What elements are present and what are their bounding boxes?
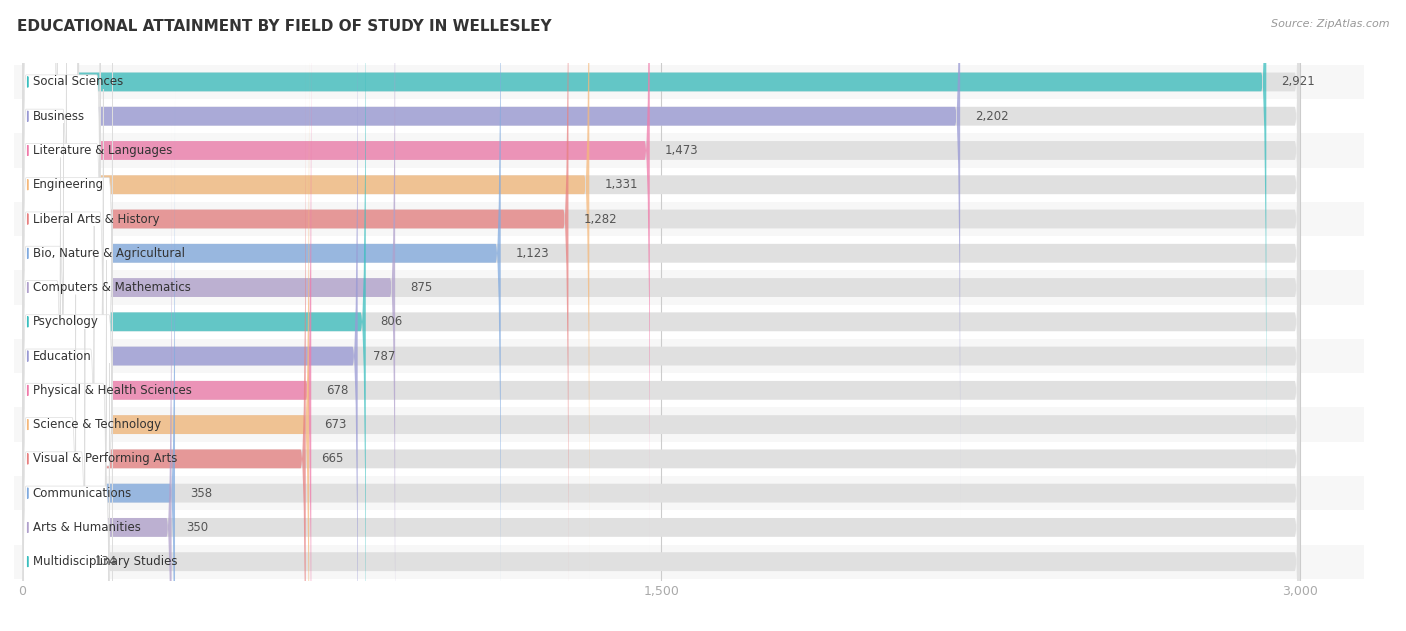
Text: 665: 665 [321,452,343,466]
Text: Psychology: Psychology [32,316,98,328]
Text: 1,331: 1,331 [605,178,638,191]
FancyBboxPatch shape [10,305,1372,339]
FancyBboxPatch shape [22,0,1301,631]
FancyBboxPatch shape [22,0,1301,631]
FancyBboxPatch shape [22,0,79,280]
FancyBboxPatch shape [22,0,311,631]
FancyBboxPatch shape [22,23,309,631]
FancyBboxPatch shape [22,55,112,452]
Text: 2,202: 2,202 [976,110,1008,122]
FancyBboxPatch shape [22,160,1301,631]
FancyBboxPatch shape [22,57,305,631]
Text: Science & Technology: Science & Technology [32,418,160,431]
Text: 134: 134 [94,555,117,568]
FancyBboxPatch shape [22,226,94,623]
Text: Bio, Nature & Agricultural: Bio, Nature & Agricultural [32,247,184,260]
FancyBboxPatch shape [22,89,103,486]
FancyBboxPatch shape [22,0,1267,484]
FancyBboxPatch shape [10,168,1372,202]
FancyBboxPatch shape [22,0,568,621]
FancyBboxPatch shape [10,65,1372,99]
FancyBboxPatch shape [22,91,1301,631]
FancyBboxPatch shape [22,23,1301,631]
FancyBboxPatch shape [10,442,1372,476]
Text: 673: 673 [323,418,346,431]
FancyBboxPatch shape [22,0,1301,518]
Text: Engineering: Engineering [32,178,104,191]
Text: Literature & Languages: Literature & Languages [32,144,172,157]
FancyBboxPatch shape [10,202,1372,236]
FancyBboxPatch shape [10,373,1372,408]
FancyBboxPatch shape [22,0,1301,631]
Text: Computers & Mathematics: Computers & Mathematics [32,281,191,294]
FancyBboxPatch shape [22,295,76,631]
FancyBboxPatch shape [22,126,1301,631]
Text: 1,282: 1,282 [583,213,617,225]
FancyBboxPatch shape [22,0,66,383]
Text: 2,921: 2,921 [1281,76,1315,88]
FancyBboxPatch shape [10,271,1372,305]
FancyBboxPatch shape [22,0,395,631]
FancyBboxPatch shape [22,0,1301,631]
FancyBboxPatch shape [22,0,650,552]
Text: Multidisciplinary Studies: Multidisciplinary Studies [32,555,177,568]
FancyBboxPatch shape [10,476,1372,510]
Text: 1,473: 1,473 [665,144,699,157]
FancyBboxPatch shape [22,261,107,631]
FancyBboxPatch shape [22,57,1301,631]
FancyBboxPatch shape [22,0,589,587]
Text: 358: 358 [190,487,212,500]
Text: Social Sciences: Social Sciences [32,76,124,88]
FancyBboxPatch shape [22,20,100,418]
FancyBboxPatch shape [22,126,172,631]
FancyBboxPatch shape [10,99,1372,133]
Text: Arts & Humanities: Arts & Humanities [32,521,141,534]
Text: Physical & Health Sciences: Physical & Health Sciences [32,384,191,397]
FancyBboxPatch shape [22,0,1301,621]
FancyBboxPatch shape [22,0,100,349]
FancyBboxPatch shape [22,0,357,631]
Text: Source: ZipAtlas.com: Source: ZipAtlas.com [1271,19,1389,29]
FancyBboxPatch shape [22,0,1301,484]
Text: 678: 678 [326,384,349,397]
Text: 787: 787 [373,350,395,363]
FancyBboxPatch shape [22,192,112,589]
FancyBboxPatch shape [22,91,174,631]
FancyBboxPatch shape [22,329,84,631]
FancyBboxPatch shape [22,0,1301,552]
FancyBboxPatch shape [10,236,1372,271]
FancyBboxPatch shape [10,133,1372,168]
Text: 350: 350 [187,521,208,534]
FancyBboxPatch shape [22,158,60,555]
Text: Liberal Arts & History: Liberal Arts & History [32,213,159,225]
FancyBboxPatch shape [22,0,366,631]
FancyBboxPatch shape [10,510,1372,545]
FancyBboxPatch shape [22,0,58,315]
Text: EDUCATIONAL ATTAINMENT BY FIELD OF STUDY IN WELLESLEY: EDUCATIONAL ATTAINMENT BY FIELD OF STUDY… [17,19,551,34]
FancyBboxPatch shape [22,0,960,518]
FancyBboxPatch shape [10,545,1372,579]
FancyBboxPatch shape [22,0,1301,631]
FancyBboxPatch shape [10,408,1372,442]
FancyBboxPatch shape [22,363,110,631]
FancyBboxPatch shape [22,123,63,521]
Text: Education: Education [32,350,91,363]
Text: Visual & Performing Arts: Visual & Performing Arts [32,452,177,466]
Text: 1,123: 1,123 [516,247,550,260]
Text: 875: 875 [411,281,432,294]
Text: Business: Business [32,110,84,122]
Text: Communications: Communications [32,487,132,500]
FancyBboxPatch shape [22,0,501,631]
Text: 806: 806 [381,316,404,328]
FancyBboxPatch shape [10,339,1372,373]
FancyBboxPatch shape [22,0,1301,587]
FancyBboxPatch shape [22,160,80,631]
